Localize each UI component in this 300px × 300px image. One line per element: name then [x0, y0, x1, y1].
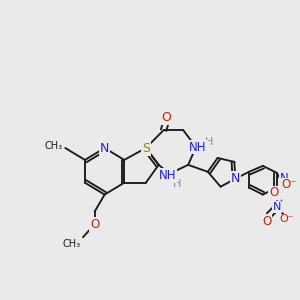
Text: S: S [142, 142, 150, 154]
Text: H: H [205, 137, 213, 147]
Text: NH: NH [189, 140, 207, 154]
Text: O⁻: O⁻ [279, 214, 294, 224]
Text: O: O [90, 218, 99, 231]
Text: N: N [272, 202, 281, 212]
Text: N: N [280, 172, 288, 185]
Text: O: O [262, 215, 272, 228]
Text: N: N [100, 142, 109, 154]
Text: NH: NH [159, 169, 176, 182]
Text: H: H [173, 179, 182, 189]
Text: N: N [231, 172, 240, 185]
Text: ⁺: ⁺ [279, 199, 283, 208]
Text: O: O [162, 111, 172, 124]
Text: CH₃: CH₃ [63, 239, 81, 249]
Text: CH₃: CH₃ [44, 141, 62, 151]
Text: O⁻: O⁻ [282, 178, 297, 191]
Text: O: O [269, 186, 278, 199]
